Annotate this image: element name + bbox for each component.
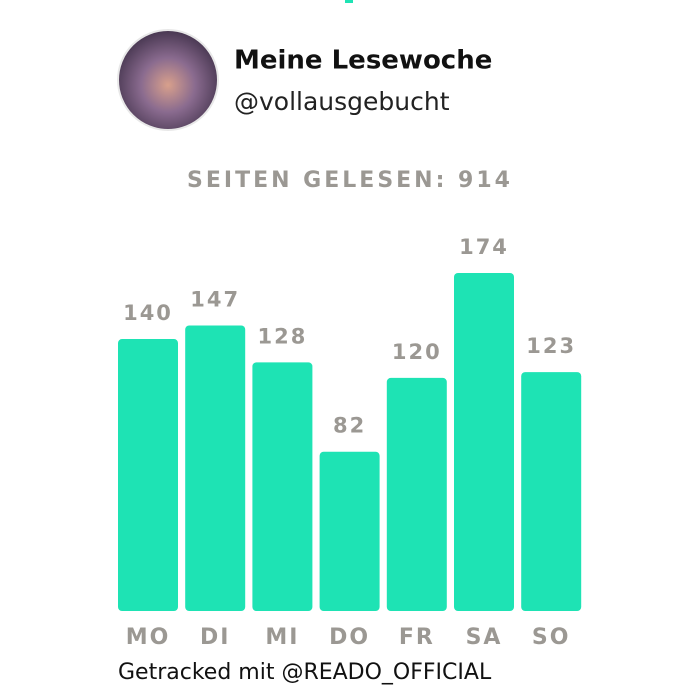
value-label: 147	[190, 287, 240, 311]
bar	[521, 372, 582, 611]
profile-name: Meine Lesewoche	[234, 46, 492, 76]
bar	[386, 377, 447, 611]
value-label: 120	[392, 340, 442, 364]
bar	[252, 362, 313, 611]
footer: Getracked mit @READO_OFFICIAL	[118, 660, 492, 685]
chart-title: SEITEN GELESEN: 914	[187, 168, 513, 193]
x-tick-label: DO	[329, 625, 370, 650]
value-label: 174	[459, 235, 509, 259]
avatar	[117, 29, 219, 131]
bar	[319, 451, 380, 611]
bar	[454, 273, 514, 611]
bar	[185, 325, 246, 611]
value-label: 140	[123, 301, 173, 325]
x-tick-label: SA	[466, 625, 503, 650]
value-label: 128	[257, 324, 307, 348]
x-tick-label: SO	[532, 625, 571, 650]
x-tick-label: MI	[265, 625, 299, 650]
x-tick-label: FR	[399, 625, 435, 650]
value-label: 82	[333, 414, 366, 438]
value-label: 123	[526, 334, 576, 358]
top-accent	[345, 0, 353, 3]
profile-handle: @vollausgebucht	[234, 87, 450, 116]
x-tick-label: MO	[126, 625, 171, 650]
x-tick-label: DI	[200, 625, 230, 650]
bar	[118, 339, 178, 611]
